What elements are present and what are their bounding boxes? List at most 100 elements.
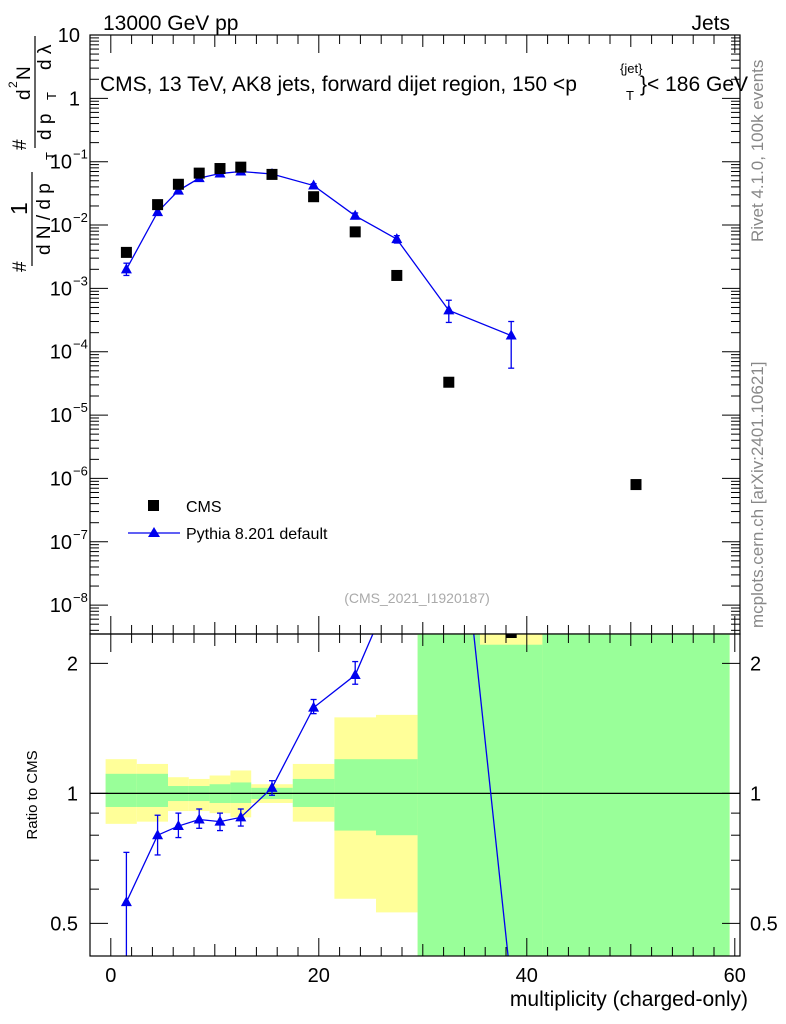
legend-mc-marker (148, 527, 160, 537)
main-ytick-label: 10 (50, 342, 72, 364)
cms-point (152, 199, 164, 211)
ratio-point (214, 815, 226, 826)
xlabel: multiplicity (charged-only) (510, 988, 748, 1011)
ratio-xtick-label: 20 (308, 965, 330, 987)
ratio-mc-line (125, 634, 374, 903)
ratio-xtick-label: 40 (516, 965, 538, 987)
legend: CMS Pythia 8.201 default (128, 499, 328, 543)
ratio-frame (89, 633, 741, 957)
ylabel-sup2: 2 (6, 81, 20, 88)
main-ytick-label: 10 (50, 152, 72, 174)
main-ytick-label: 1 (69, 88, 80, 110)
main-ytick-label: 10 (50, 215, 72, 237)
ratio-band-inner (376, 759, 418, 836)
ratio-ytick-label: 1 (67, 783, 78, 805)
ylabel-hash2: # (10, 139, 31, 150)
mc-point (391, 233, 403, 244)
main-ytick-exp: −5 (73, 400, 88, 415)
ratio-ytick-label: 2 (67, 653, 78, 675)
main-ytick-label: 10 (50, 278, 72, 300)
chart-title-sup: {jet} (620, 61, 643, 76)
ratio-band-inner (542, 634, 730, 956)
ratio-mc-steep-line (473, 634, 509, 956)
main-frame (89, 34, 741, 635)
ylabel-one: 1 (6, 202, 32, 215)
ratio-ytick-label: 0.5 (50, 913, 78, 935)
cms-point (120, 246, 132, 258)
rivet-label: Rivet 4.1.0, 100k events (748, 60, 767, 242)
ratio-band-top (480, 634, 543, 645)
ylabel-num2: N (14, 66, 35, 80)
ratio-band-inner (136, 773, 168, 807)
ratio-point (266, 781, 278, 792)
ylabel-dN: d N / d p (34, 183, 55, 255)
ratio-ytick-label-right: 2 (750, 653, 761, 675)
cms-point (391, 269, 403, 281)
mc-point (120, 263, 132, 274)
ratio-point (120, 896, 132, 907)
cms-point (308, 191, 320, 203)
ratio-xtick-label: 60 (724, 965, 746, 987)
main-ytick-label: 10 (50, 468, 72, 490)
mc-point (308, 179, 320, 190)
legend-cms-label: CMS (186, 499, 222, 516)
header-right: Jets (691, 12, 730, 35)
main-ytick-label: 10 (58, 25, 80, 47)
ratio-ylabel: Ratio to CMS (24, 750, 41, 839)
cms-point (349, 226, 361, 238)
main-ytick-exp: −7 (73, 527, 88, 542)
main-ytick-exp: −8 (73, 590, 88, 605)
chart-title-sub: T (626, 88, 634, 103)
ylabel-T2: T (44, 92, 59, 100)
main-ytick-label: 10 (50, 405, 72, 427)
cms-point (266, 168, 278, 180)
mc-point (505, 329, 517, 340)
main-ytick-label: 10 (50, 532, 72, 554)
chart-title-end: }< 186 GeV (640, 73, 748, 96)
ratio-point (172, 820, 184, 831)
cms-point (193, 167, 205, 179)
main-plot-area (120, 161, 642, 491)
chart-title: CMS, 13 TeV, AK8 jets, forward dijet reg… (100, 73, 577, 96)
ratio-band-inner (334, 759, 376, 831)
mc-point (349, 209, 361, 220)
ylabel-num: d (14, 89, 35, 100)
ratio-xtick-label: 0 (105, 965, 116, 987)
cms-point-edge (505, 634, 517, 638)
ratio-point (308, 701, 320, 712)
mc-point (152, 206, 164, 217)
ratio-point (193, 813, 205, 824)
watermark: (CMS_2021_I1920187) (344, 590, 490, 606)
cms-point (214, 163, 226, 175)
main-ytick-label: 10 (50, 595, 72, 617)
ratio-point (235, 811, 247, 822)
ratio-band-inner (105, 773, 137, 807)
ratio-ytick-label-right: 1 (750, 783, 761, 805)
ylabel-den: d p (35, 114, 56, 140)
main-ytick-exp: −3 (73, 273, 88, 288)
ylabel-T1: T (43, 152, 58, 160)
ratio-point (349, 669, 361, 680)
ratio-axes: 0.5 0.51 12 20 20 40 60 (50, 634, 778, 987)
main-ylabel: # 1 d N / d p T # d 2 N d p T d λ (6, 36, 59, 272)
ratio-band-inner (230, 782, 252, 803)
main-ytick-exp: −1 (73, 147, 88, 162)
mcplots-label: mcplots.cern.ch [arXiv:2401.10621] (748, 362, 767, 628)
main-ytick-exp: −2 (73, 210, 88, 225)
mc-point (443, 304, 455, 315)
main-ytick-exp: −4 (73, 337, 88, 352)
ratio-plot-area (90, 634, 740, 956)
cms-point (630, 479, 642, 491)
cms-point (443, 376, 455, 388)
ylabel-hash: # (10, 261, 31, 272)
cms-point (172, 178, 184, 190)
header-left: 13000 GeV pp (103, 12, 238, 35)
main-ytick-exp: −6 (73, 463, 88, 478)
ratio-band-inner (417, 634, 543, 956)
legend-mc-label: Pythia 8.201 default (186, 526, 328, 543)
cms-point (235, 161, 247, 173)
ratio-ytick-label-right: 0.5 (750, 913, 778, 935)
ratio-point (152, 829, 164, 840)
